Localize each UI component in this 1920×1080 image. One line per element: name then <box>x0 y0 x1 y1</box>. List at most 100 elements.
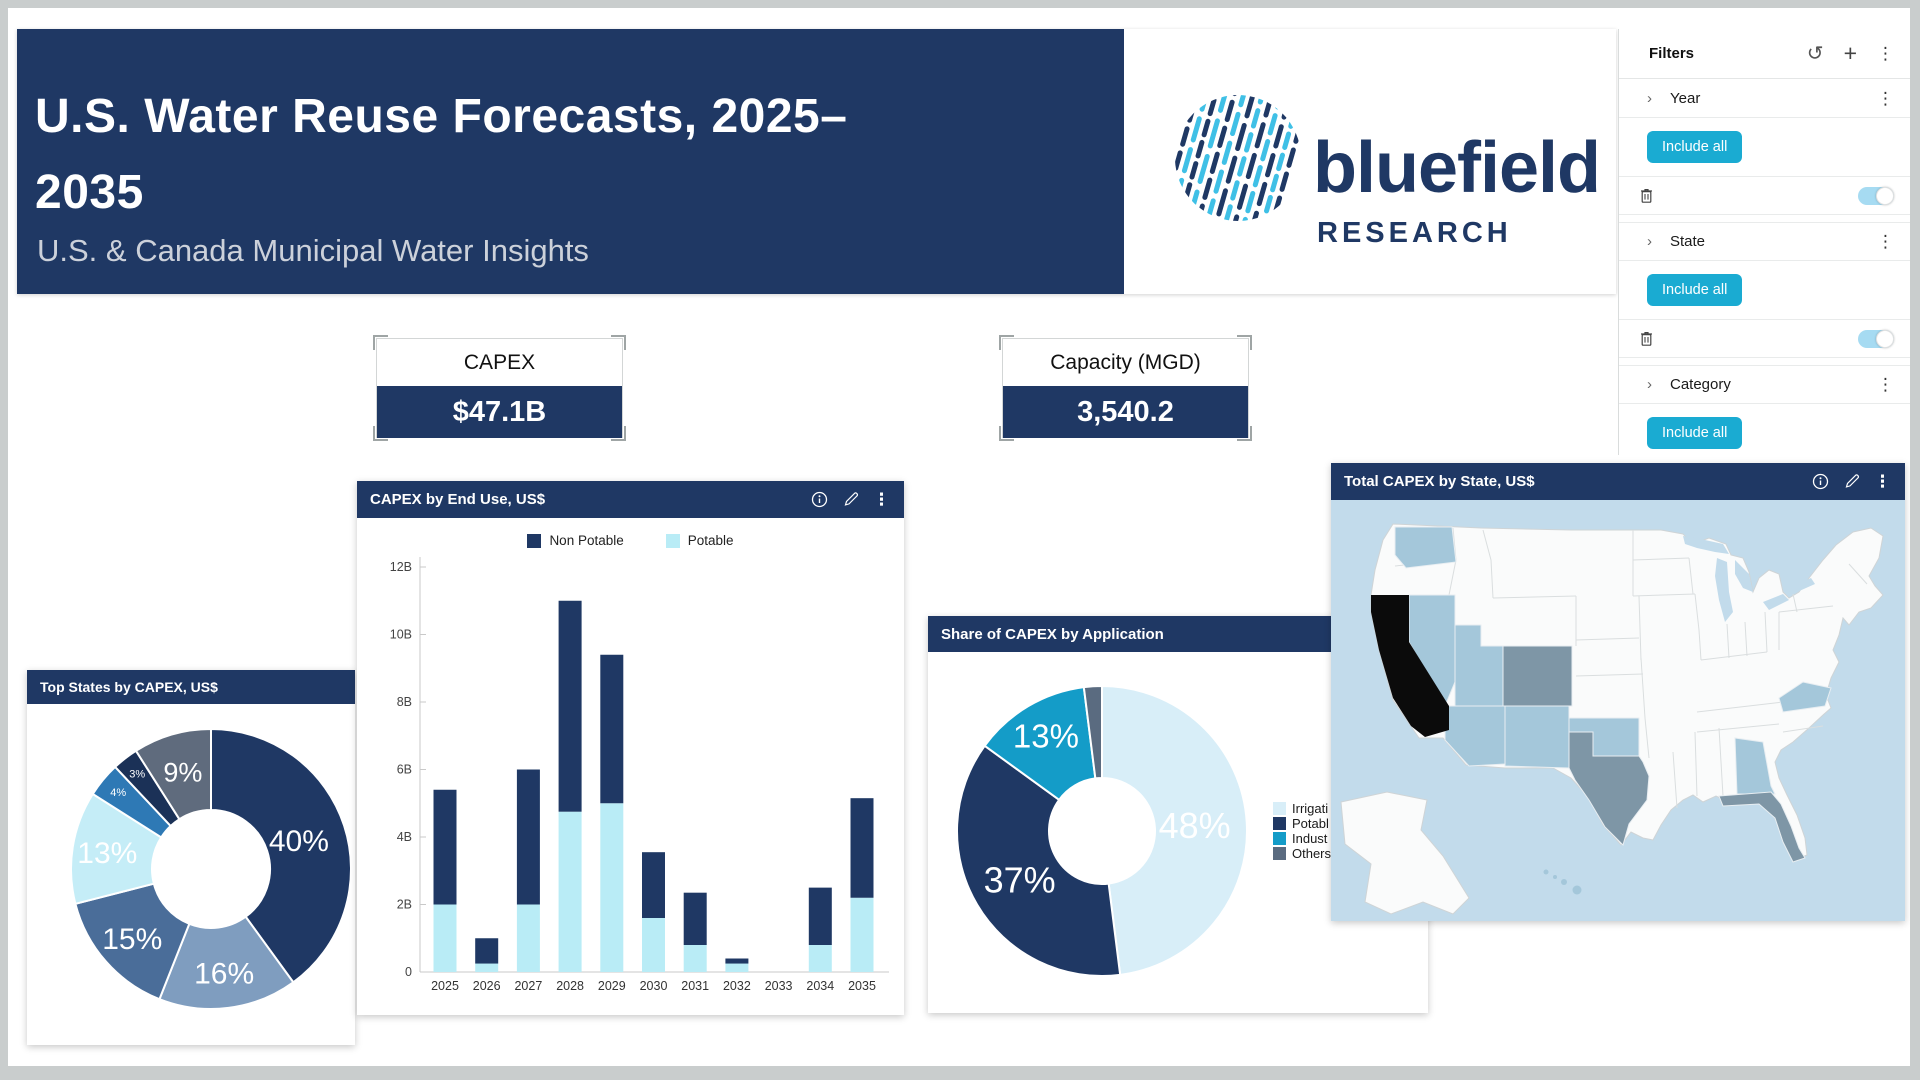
kpi-capex-label: CAPEX <box>463 350 536 374</box>
filter-category-options-icon[interactable]: ⋮ <box>1877 375 1894 394</box>
legend-swatch <box>665 533 680 548</box>
state-arizona <box>1444 705 1506 767</box>
filters-header: Filters ↺ + ⋮ <box>1619 29 1910 79</box>
svg-text:37%: 37% <box>984 859 1056 900</box>
filters-more-options-icon[interactable]: ⋮ <box>1877 44 1894 63</box>
svg-text:9%: 9% <box>163 758 202 788</box>
share-capex-donut-chart[interactable]: 48% 37% 13% <box>928 652 1428 1013</box>
state-georgia <box>1734 737 1776 795</box>
kpi-capacity-value: 3,540.2 <box>1003 386 1248 438</box>
state-washington <box>1394 526 1457 569</box>
legend-item[interactable]: Potable <box>665 533 734 548</box>
svg-text:2035: 2035 <box>848 979 876 993</box>
kpi-card-capex[interactable]: CAPEX $47.1B <box>373 335 626 441</box>
svg-text:10B: 10B <box>390 628 412 642</box>
svg-text:2026: 2026 <box>473 979 501 993</box>
shaded-states <box>1371 526 1832 863</box>
report-canvas: U.S. Water Reuse Forecasts, 2025–2035 U.… <box>8 8 1910 1066</box>
map-panel-title-bar: Total CAPEX by State, US$ ⋮ <box>1331 463 1905 500</box>
svg-text:3%: 3% <box>129 769 145 781</box>
chevron-right-icon: › <box>1647 89 1652 107</box>
filter-year-options-icon[interactable]: ⋮ <box>1877 88 1894 108</box>
state-texas <box>1568 731 1650 846</box>
filter-year-label: Year <box>1670 89 1701 107</box>
filter-state-toggle[interactable] <box>1858 329 1894 348</box>
more-options-icon[interactable]: ⋮ <box>1874 472 1891 491</box>
legend-item[interactable]: Others <box>1273 846 1331 861</box>
svg-text:2033: 2033 <box>765 979 793 993</box>
filter-section-category[interactable]: › Category ⋮ <box>1619 365 1910 404</box>
bluefield-logo: bluefield RESEARCH <box>1145 29 1637 294</box>
capex-end-use-bar-chart[interactable]: 0 2B 4B 6B 8B 10B 12B 2025 2026 2027 2028 2029 2030 2… <box>357 518 904 1015</box>
svg-text:16%: 16% <box>194 958 254 991</box>
great-lakes <box>1683 536 1815 622</box>
legend-label: Potable <box>687 533 734 548</box>
legend-swatch <box>527 533 542 548</box>
filter-year-toggle[interactable] <box>1858 186 1894 205</box>
selection-bracket <box>611 426 626 441</box>
state-include-all-button[interactable]: Include all <box>1647 274 1743 306</box>
filter-section-state[interactable]: › State ⋮ <box>1619 222 1910 261</box>
selection-bracket <box>999 426 1014 441</box>
us-choropleth-map[interactable] <box>1331 500 1905 921</box>
state-florida <box>1718 791 1806 863</box>
state-colorado <box>1502 645 1573 707</box>
edit-pencil-icon[interactable] <box>842 491 859 508</box>
legend-swatch <box>1273 847 1286 860</box>
bluefield-logo-icon <box>1171 91 1302 225</box>
category-include-all-button[interactable]: Include all <box>1647 417 1743 449</box>
more-options-icon[interactable]: ⋮ <box>873 490 890 509</box>
svg-text:2034: 2034 <box>806 979 834 993</box>
legend-item[interactable]: Indust <box>1273 831 1331 846</box>
filters-title: Filters <box>1649 45 1695 62</box>
share-panel-title: Share of CAPEX by Application <box>941 625 1164 643</box>
bluefield-research-label: RESEARCH <box>1317 217 1512 249</box>
svg-text:4B: 4B <box>397 830 412 844</box>
top-states-donut-chart[interactable]: 40% 16% 15% 13% 4%3% 9% <box>27 704 355 1045</box>
capex-end-use-panel: CAPEX by End Use, US$ ⋮ Non Potable Potab… <box>357 481 904 1015</box>
legend-label: Potabl <box>1292 816 1329 831</box>
selection-bracket <box>373 335 388 350</box>
selection-bracket <box>1237 426 1252 441</box>
add-filter-icon[interactable]: + <box>1843 40 1857 66</box>
state-hawaii <box>1543 869 1582 895</box>
filter-state-options-icon[interactable]: ⋮ <box>1877 232 1894 251</box>
state-alaska <box>1340 791 1470 915</box>
svg-text:2027: 2027 <box>514 979 542 993</box>
reset-filters-icon[interactable]: ↺ <box>1806 42 1824 65</box>
trash-icon[interactable] <box>1639 187 1654 204</box>
kpi-capacity-label: Capacity (MGD) <box>1050 350 1201 374</box>
info-icon[interactable] <box>811 491 828 508</box>
filter-year-controls <box>1619 176 1910 215</box>
info-icon[interactable] <box>1812 473 1829 490</box>
year-include-all-button[interactable]: Include all <box>1647 131 1743 163</box>
svg-text:6B: 6B <box>397 763 412 777</box>
legend-item[interactable]: Non Potable <box>527 533 624 548</box>
svg-text:2031: 2031 <box>681 979 709 993</box>
filter-section-year[interactable]: › Year ⋮ <box>1619 79 1910 118</box>
svg-text:2029: 2029 <box>598 979 626 993</box>
filters-pane: Filters ↺ + ⋮ › Year ⋮ Include all › Sta… <box>1618 29 1910 455</box>
svg-text:8B: 8B <box>397 695 412 709</box>
selection-bracket <box>611 335 626 350</box>
legend-label: Others <box>1292 846 1332 861</box>
svg-text:0: 0 <box>405 965 412 979</box>
legend-item[interactable]: Irrigati <box>1273 801 1331 816</box>
chevron-right-icon: › <box>1647 376 1652 393</box>
svg-text:2028: 2028 <box>556 979 584 993</box>
capex-map-panel: Total CAPEX by State, US$ ⋮ <box>1331 463 1905 921</box>
kpi-capex-value: $47.1B <box>377 386 622 438</box>
state-new-mexico <box>1504 705 1570 769</box>
svg-text:48%: 48% <box>1159 805 1231 846</box>
trash-icon[interactable] <box>1639 330 1654 347</box>
kpi-card-capacity[interactable]: Capacity (MGD) 3,540.2 <box>999 335 1252 441</box>
legend-item[interactable]: Potabl <box>1273 816 1331 831</box>
map-panel-title: Total CAPEX by State, US$ <box>1344 473 1535 490</box>
legend-swatch <box>1273 832 1286 845</box>
state-borders <box>1394 527 1868 809</box>
page-title: U.S. Water Reuse Forecasts, 2025–2035 <box>35 90 848 219</box>
filter-state-controls <box>1619 319 1910 358</box>
svg-text:2030: 2030 <box>640 979 668 993</box>
edit-pencil-icon[interactable] <box>1843 473 1860 490</box>
